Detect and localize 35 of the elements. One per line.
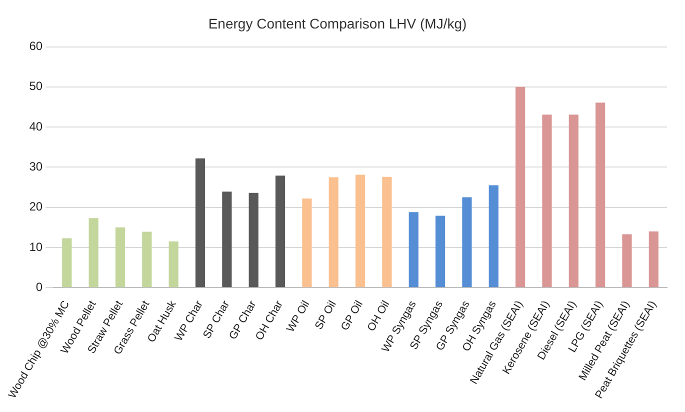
chart-title: Energy Content Comparison LHV (MJ/kg) [208, 15, 467, 32]
y-tick-label: 50 [29, 79, 43, 94]
bar [248, 192, 258, 288]
y-tick-label: 40 [29, 119, 43, 134]
bar [222, 192, 232, 288]
bar [275, 176, 286, 288]
x-tick-label: SP Oil [312, 298, 339, 332]
y-tick-label: 60 [29, 39, 43, 54]
bar [168, 241, 178, 288]
bar [408, 212, 418, 288]
bar [142, 232, 152, 288]
bar [622, 234, 632, 288]
y-tick-label: 0 [36, 280, 43, 294]
bar [302, 198, 312, 288]
bar [435, 216, 446, 288]
bar [382, 176, 392, 288]
bar [568, 114, 578, 288]
y-tick-label: 10 [29, 240, 43, 254]
bar [195, 158, 206, 288]
bar [355, 174, 366, 288]
bar [596, 102, 606, 288]
x-tick-label: OH Oil [365, 298, 392, 334]
x-tick-label: GP Oil [339, 298, 366, 333]
x-tick-label: WP Oil [284, 298, 312, 334]
bar [62, 238, 72, 288]
bar [462, 197, 472, 288]
y-tick-label: 30 [29, 159, 43, 174]
bar [542, 114, 552, 288]
bar [88, 218, 98, 288]
bar [488, 185, 498, 288]
y-tick-label: 20 [29, 200, 43, 214]
bar [115, 227, 126, 288]
bar [328, 177, 338, 288]
bar [516, 86, 526, 288]
bar [648, 231, 658, 288]
